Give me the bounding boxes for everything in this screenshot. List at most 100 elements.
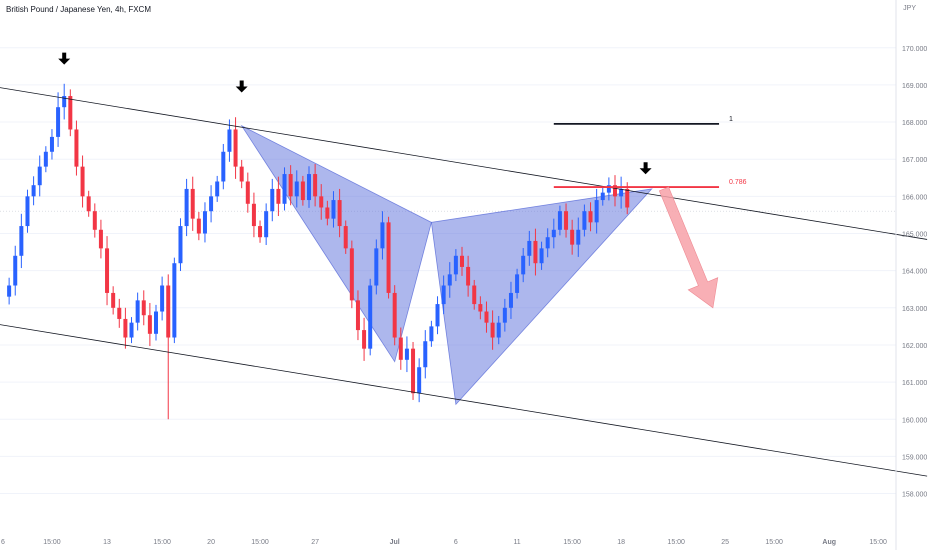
candle-body xyxy=(478,304,483,312)
candle-body xyxy=(551,229,556,238)
time-tick-label: 15:00 xyxy=(43,539,61,546)
price-tick-label: 164.000 xyxy=(902,269,927,276)
candle-body xyxy=(25,196,30,227)
candle-body xyxy=(154,311,158,334)
candle-body xyxy=(178,226,183,264)
price-tick-label: 163.000 xyxy=(902,306,927,313)
time-tick-label: 6 xyxy=(454,539,458,546)
time-tick-label: 15:00 xyxy=(153,539,171,546)
candle-body xyxy=(435,304,440,327)
candle-body xyxy=(576,229,581,245)
arrow-down-icon xyxy=(58,52,71,65)
candle-body xyxy=(374,248,379,286)
candle-body xyxy=(319,196,324,208)
candle-body xyxy=(441,285,446,305)
candle-body xyxy=(533,240,538,264)
candle-body xyxy=(588,211,593,223)
chart-title: British Pound / Japanese Yen, 4h, FXCM xyxy=(6,5,151,14)
candle-body xyxy=(7,285,12,297)
time-tick-label: 15:00 xyxy=(667,539,685,546)
time-tick-label: 15:00 xyxy=(869,539,887,546)
candle-body xyxy=(49,136,54,152)
candle-body xyxy=(429,326,434,342)
currency-label: JPY xyxy=(903,5,916,12)
candle-body xyxy=(294,181,299,197)
price-tick-label: 162.000 xyxy=(902,343,927,350)
candle-body xyxy=(37,166,42,186)
candle-body xyxy=(349,248,354,301)
time-tick-label: Aug xyxy=(822,539,836,546)
candle-body xyxy=(288,174,293,197)
candle-body xyxy=(239,166,244,182)
candles xyxy=(7,83,630,420)
candle-body xyxy=(490,322,495,338)
candle-body xyxy=(300,181,305,201)
time-tick-label: 11 xyxy=(513,539,520,546)
candle-body xyxy=(325,207,330,219)
candle-body xyxy=(105,248,110,293)
candle-body xyxy=(135,300,140,323)
candle-body xyxy=(564,211,569,230)
projection-arrow[interactable] xyxy=(658,186,719,309)
time-tick-label: 15:00 xyxy=(765,539,783,546)
lower-trendline[interactable] xyxy=(0,324,928,477)
candle-body xyxy=(117,307,122,319)
harmonic-pattern xyxy=(240,124,653,406)
pattern-bcd-triangle xyxy=(430,188,653,406)
candle-body xyxy=(331,200,336,219)
candle-body xyxy=(56,107,61,137)
candle-body xyxy=(460,255,464,267)
candle-body xyxy=(417,367,422,394)
candle-body xyxy=(233,129,238,167)
candle-body xyxy=(527,240,532,256)
time-tick-label: 27 xyxy=(311,539,319,546)
candle-body xyxy=(245,181,250,204)
candle-body xyxy=(343,226,348,249)
candle-body xyxy=(141,300,146,316)
candle-body xyxy=(508,292,513,308)
time-tick-label: 15:00 xyxy=(563,539,581,546)
time-tick-label: 20 xyxy=(207,539,215,546)
candle-body xyxy=(160,285,165,312)
price-tick-label: 158.000 xyxy=(902,492,927,499)
candle-body xyxy=(380,222,385,249)
candle-body xyxy=(129,322,134,338)
price-tick-label: 167.000 xyxy=(902,157,927,164)
candle-body xyxy=(74,129,79,167)
candle-body xyxy=(355,300,360,331)
candle-body xyxy=(625,188,630,208)
candle-body xyxy=(13,255,18,286)
time-tick-label: 25 xyxy=(721,539,729,546)
candle-body xyxy=(62,96,67,108)
candle-body xyxy=(43,151,48,167)
time-tick-label: 6 xyxy=(1,539,5,546)
candle-body xyxy=(251,203,256,227)
candle-body xyxy=(362,330,367,349)
candle-body xyxy=(570,229,575,245)
candle-body xyxy=(98,229,103,249)
candle-body xyxy=(313,174,318,197)
price-tick-label: 165.000 xyxy=(902,232,927,239)
arrow-down-icon xyxy=(639,162,652,175)
time-tick-label: 18 xyxy=(617,539,625,546)
price-tick-label: 161.000 xyxy=(902,380,927,387)
upper-trendline[interactable] xyxy=(0,87,928,240)
candle-body xyxy=(472,285,477,305)
candle-body xyxy=(202,211,207,234)
candle-body xyxy=(386,222,391,293)
candle-body xyxy=(123,318,128,338)
drawings: 1 0.786 xyxy=(0,52,928,477)
candle-body xyxy=(466,266,471,286)
price-tick-label: 170.000 xyxy=(902,46,927,53)
candle-body xyxy=(398,337,403,360)
price-tick-label: 168.000 xyxy=(902,120,927,127)
candle-body xyxy=(337,200,342,227)
time-tick-label: 13 xyxy=(103,539,111,546)
candle-body xyxy=(227,129,232,152)
price-tick-label: 160.000 xyxy=(902,417,927,424)
candle-body xyxy=(68,96,73,130)
candle-body xyxy=(404,348,409,360)
candle-body xyxy=(453,255,458,275)
candle-body xyxy=(594,200,599,223)
